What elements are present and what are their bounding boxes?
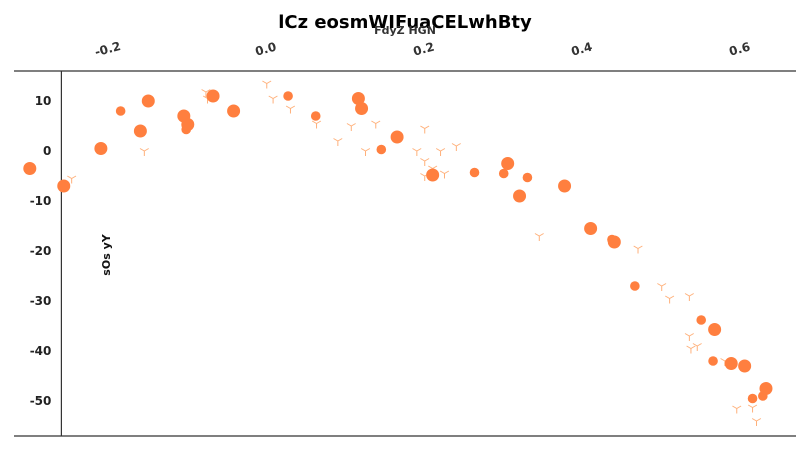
tri-marker-point [633,245,643,254]
circle-marker-point [133,124,147,138]
tick-labels: -0.2 0.0 0.2 0.4 0.6 10 0 -10 -20 -30 -40 -50 [30,39,752,408]
circle-marker-point [206,89,220,103]
circle-marker-point [501,157,515,170]
circle-marker-point [283,91,293,101]
x-tick-label: 0.6 [728,40,752,59]
tri-marker-point [435,148,446,156]
circle-marker-point [355,102,369,115]
circle-marker-point [23,162,37,175]
circle-marker-point [181,118,195,131]
tri-marker-point [201,89,211,97]
tri-marker-point [420,125,430,134]
circle-marker-point [607,235,621,249]
tri-marker-point [657,283,667,291]
circle-marker-point [57,179,71,193]
axes [14,70,796,437]
tri-marker-point [262,80,272,89]
tri-marker-point [360,148,371,156]
circle-marker-point [351,92,365,105]
y-tick-label: -50 [30,394,52,408]
tri-marker-point [371,120,381,129]
tri-marker-point [751,418,762,426]
tri-marker-point [285,105,296,114]
circle-marker-point [227,104,241,118]
chart-title: lCz eosmWIFuaCELwhBty [278,12,532,33]
x-tick-label: -0.2 [93,39,122,59]
tri-marker-point [439,170,450,179]
circle-marker-point [708,323,722,336]
circle-marker-point [141,94,155,108]
y-tick-label: -40 [30,344,52,358]
tri-marker-point [684,333,694,341]
tri-marker-point [451,143,461,151]
x-tick-label: 0.4 [570,40,594,59]
tri-marker-point [268,95,278,104]
tri-marker-point [684,293,694,301]
tri-marker-point [732,405,742,414]
y-axis-label: sOs yY [100,233,113,275]
tri-marker-point [346,123,356,131]
tri-marker-point [420,158,430,166]
x-tick-label: 0.0 [254,40,278,59]
x-axis-label: FdyZ HGN [374,24,436,37]
circle-marker-point [115,106,126,116]
tri-marker-point [665,295,675,304]
circle-marker-point [630,281,640,291]
circle-marker-point [696,315,707,325]
circle-marker-point [759,382,773,395]
tri-marker-point [692,343,702,351]
tri-marker-point [333,138,343,146]
y-tick-label: 10 [35,94,52,108]
tri-marker-point [139,148,149,156]
circle-marker-point [498,168,509,179]
circle-marker-point [724,357,738,370]
x-tick-label: 0.2 [412,40,436,59]
tri-marker-point [67,175,77,184]
circle-marker-point [738,359,752,373]
circle-marker-point [584,222,598,235]
tri-marker-point [311,120,322,129]
tri-marker-point [534,233,544,241]
circle-marker-point [426,168,440,182]
circle-marker-point [747,393,758,404]
circle-marker-point [708,356,718,366]
circle-marker-point [513,189,527,203]
y-tick-label: 0 [43,144,51,158]
tri-marker-point [747,404,758,413]
data-marks [23,80,773,426]
circle-marker-point [94,142,108,155]
circle-marker-point [558,179,572,193]
y-tick-label: -20 [30,244,52,258]
circle-marker-point [390,130,404,144]
y-tick-label: -30 [30,294,52,308]
tri-marker-point [412,148,422,156]
circle-marker-point [310,111,321,121]
y-tick-label: -10 [30,194,52,208]
circle-marker-point [522,172,533,183]
tri-marker-point [686,345,696,354]
circle-marker-point [376,144,387,155]
circle-marker-point [469,167,480,178]
